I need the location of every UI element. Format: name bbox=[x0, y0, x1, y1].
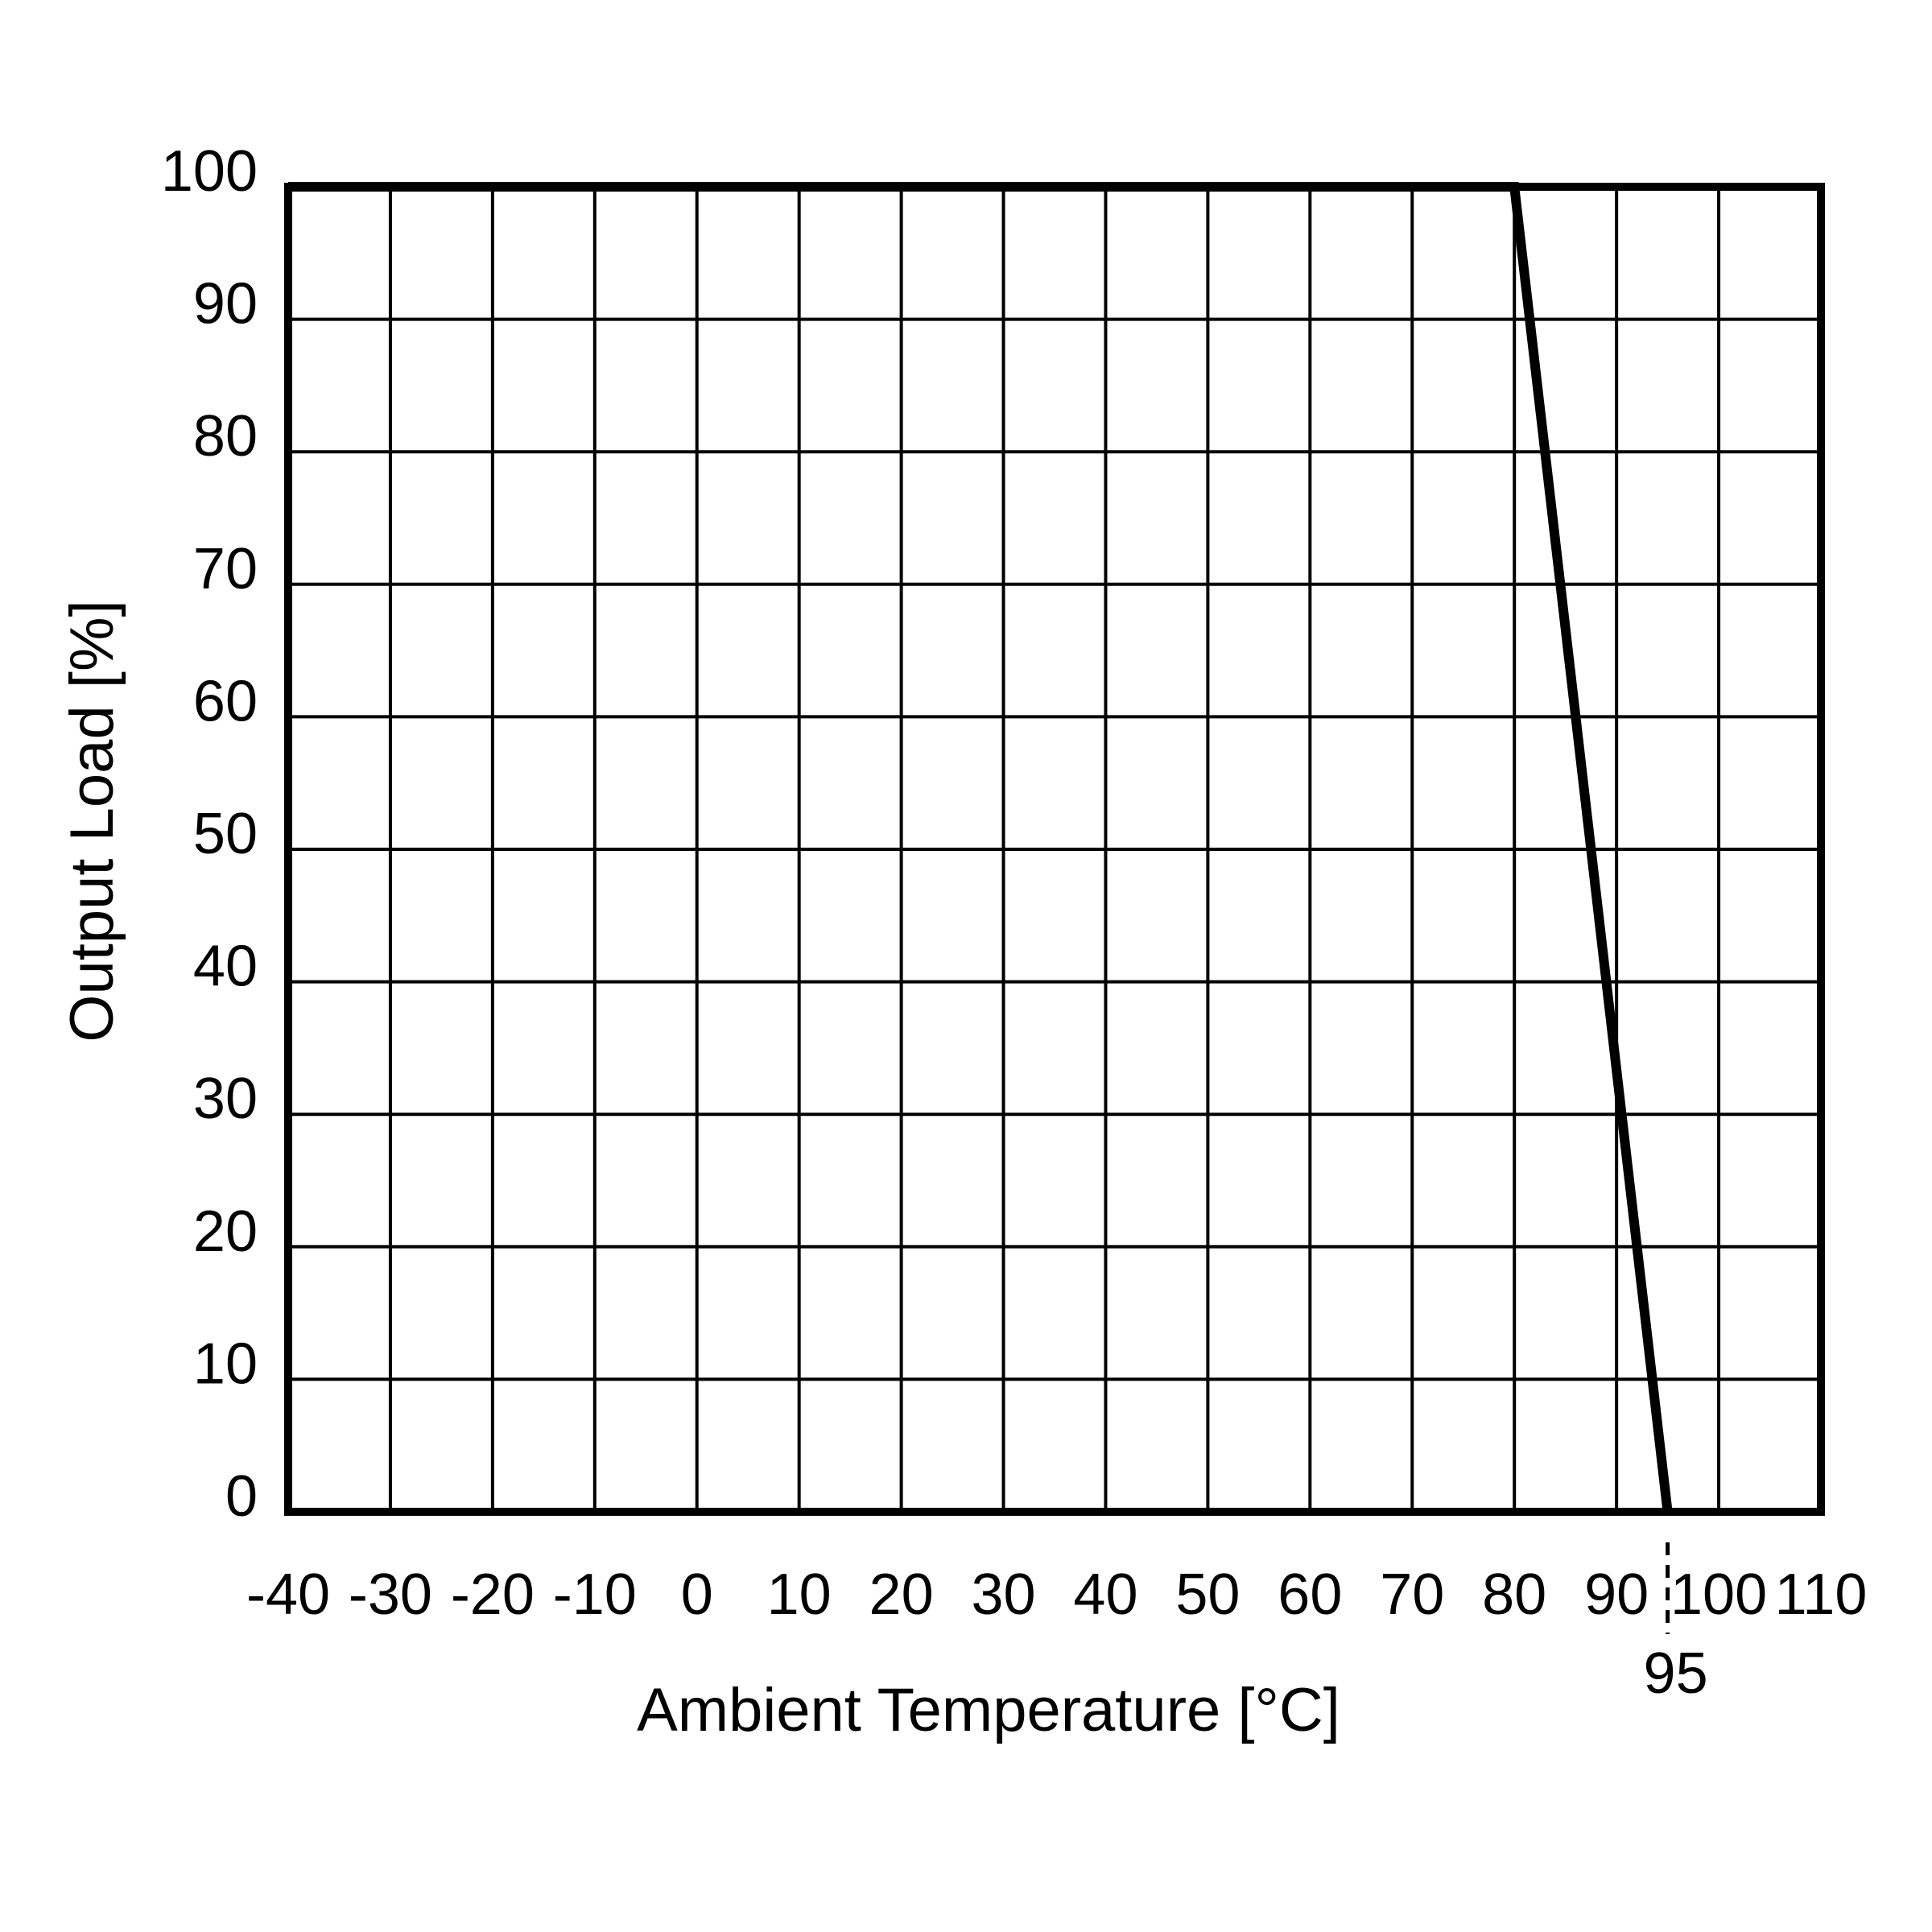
x-tick-label: 40 bbox=[1073, 1563, 1137, 1627]
y-tick-label: 30 bbox=[193, 1067, 258, 1131]
x-tick-label: 80 bbox=[1482, 1563, 1546, 1627]
x-tick-label: 20 bbox=[869, 1563, 934, 1627]
grid bbox=[287, 185, 1823, 1513]
x-tick-label: 100 bbox=[1670, 1563, 1767, 1627]
y-tick-label: 20 bbox=[193, 1199, 258, 1264]
x-tick-label: 70 bbox=[1380, 1563, 1444, 1627]
marker-label: 95 bbox=[1644, 1641, 1708, 1706]
x-tick-label: -40 bbox=[246, 1563, 330, 1627]
y-tick-label: 50 bbox=[193, 802, 258, 866]
y-axis-title: Output Load [%] bbox=[58, 600, 126, 1042]
plot-frame bbox=[284, 183, 1825, 1516]
y-tick-label: 0 bbox=[225, 1464, 258, 1529]
x-tick-label: -20 bbox=[451, 1563, 535, 1627]
x-tick-label: 110 bbox=[1775, 1563, 1868, 1627]
y-tick-label: 40 bbox=[193, 935, 258, 999]
y-tick-label: 90 bbox=[193, 272, 258, 336]
x-tick-label: 60 bbox=[1278, 1563, 1342, 1627]
y-tick-label: 70 bbox=[193, 537, 258, 601]
y-tick-label: 10 bbox=[193, 1331, 258, 1396]
x-tick-label: 10 bbox=[767, 1563, 832, 1627]
y-tick-label: 80 bbox=[193, 404, 258, 469]
x-tick-label: 0 bbox=[681, 1563, 713, 1627]
x-tick-labels: -40 -30 -20 -10 0 10 20 30 40 50 60 70 80 90 100 110 bbox=[246, 1563, 1867, 1627]
y-tick-labels: 0 10 20 30 40 50 60 70 80 90 100 bbox=[161, 139, 258, 1529]
x-tick-label: 30 bbox=[971, 1563, 1035, 1627]
y-tick-label: 60 bbox=[193, 669, 258, 733]
x-tick-label: 50 bbox=[1175, 1563, 1240, 1627]
x-tick-label: -30 bbox=[349, 1563, 432, 1627]
marker-layer: 95 bbox=[1644, 1542, 1708, 1706]
x-tick-label: 90 bbox=[1584, 1563, 1649, 1627]
x-axis-title: Ambient Temperature [°C] bbox=[637, 1676, 1340, 1744]
x-tick-label: -10 bbox=[553, 1563, 637, 1627]
y-tick-label: 100 bbox=[161, 139, 258, 204]
